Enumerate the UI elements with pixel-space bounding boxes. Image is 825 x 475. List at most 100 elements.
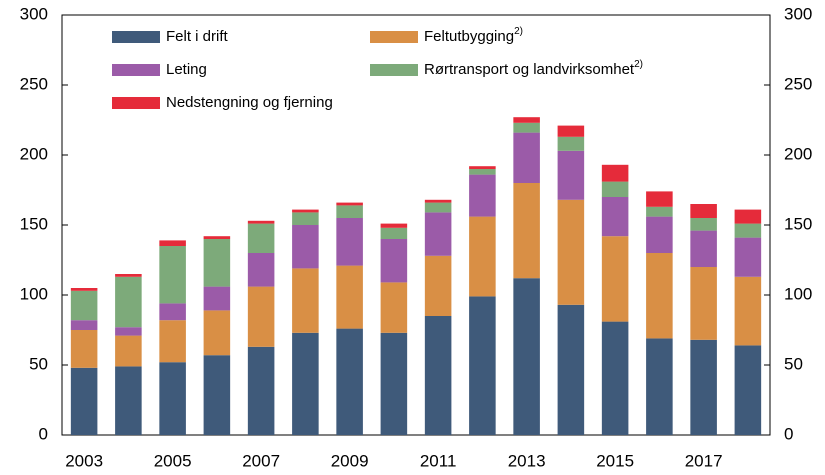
bar-segment bbox=[734, 276, 762, 346]
bar-segment bbox=[513, 183, 540, 279]
bar-segment bbox=[336, 218, 363, 266]
bar-segment bbox=[690, 339, 717, 435]
bar-segment bbox=[70, 290, 98, 321]
bar-segment bbox=[646, 191, 673, 207]
y-tick-label: 50 bbox=[29, 354, 48, 373]
bar-segment bbox=[247, 346, 275, 435]
bar-segment bbox=[336, 202, 363, 206]
legend-name: Feltutbygging bbox=[424, 28, 514, 45]
bar-segment bbox=[336, 328, 363, 435]
y2-tick-label: 250 bbox=[784, 74, 812, 93]
bar-segment bbox=[292, 268, 319, 333]
x-tick-label: 2005 bbox=[154, 451, 192, 470]
y2-tick-label: 150 bbox=[784, 214, 812, 233]
legend-swatch bbox=[112, 97, 160, 109]
bar-segment bbox=[557, 304, 585, 435]
bar-segment bbox=[247, 253, 275, 287]
legend-swatch bbox=[112, 64, 160, 76]
y-tick-label: 300 bbox=[20, 4, 48, 23]
bar-segment bbox=[469, 296, 496, 435]
bar-segment bbox=[380, 332, 408, 435]
bar-segment bbox=[70, 330, 98, 368]
y-tick-label: 200 bbox=[20, 144, 48, 163]
bar-segment bbox=[690, 267, 717, 340]
legend-note: 2) bbox=[634, 59, 643, 70]
bar-segment bbox=[247, 286, 275, 347]
bar-segment bbox=[247, 220, 275, 224]
legend-swatch bbox=[370, 31, 418, 43]
y-tick-label: 100 bbox=[20, 284, 48, 303]
y2-tick-label: 200 bbox=[784, 144, 812, 163]
bar-segment bbox=[469, 216, 496, 297]
x-tick-label: 2015 bbox=[596, 451, 634, 470]
bar-segment bbox=[159, 303, 186, 321]
bar-segment bbox=[380, 223, 408, 228]
bar-segment bbox=[424, 255, 452, 316]
bar-segment bbox=[115, 276, 142, 328]
legend-label: Feltutbygging2) bbox=[424, 26, 523, 45]
bar-segment bbox=[469, 166, 496, 169]
bar-segment bbox=[247, 223, 275, 253]
bar-segment bbox=[469, 174, 496, 217]
bar-segment bbox=[336, 265, 363, 329]
bar-segment bbox=[115, 327, 142, 336]
legend-label: Nedstengning og fjerning bbox=[166, 94, 333, 111]
bar-segment bbox=[292, 209, 319, 213]
bar-segment bbox=[159, 320, 186, 363]
x-tick-label: 2009 bbox=[331, 451, 369, 470]
bar-segment bbox=[513, 117, 540, 123]
x-tick-label: 2013 bbox=[508, 451, 546, 470]
bar-segment bbox=[115, 335, 142, 367]
bar-segment bbox=[380, 282, 408, 333]
bar-segment bbox=[557, 125, 585, 137]
bar-segment bbox=[159, 362, 186, 435]
y2-tick-label: 300 bbox=[784, 4, 812, 23]
bar-segment bbox=[203, 239, 231, 287]
bar-segment bbox=[734, 237, 762, 277]
x-tick-label: 2011 bbox=[420, 451, 457, 470]
bar-segment bbox=[690, 230, 717, 267]
bar-segment bbox=[203, 286, 231, 311]
legend-label: Felt i drift bbox=[166, 28, 229, 45]
legend-swatch bbox=[370, 64, 418, 76]
y2-tick-label: 50 bbox=[784, 354, 803, 373]
bar-segment bbox=[601, 321, 629, 435]
bar-segment bbox=[690, 218, 717, 231]
bar-segment bbox=[646, 253, 673, 339]
x-tick-label: 2003 bbox=[65, 451, 103, 470]
bar-segment bbox=[380, 239, 408, 283]
bar-segment bbox=[203, 355, 231, 435]
bar-segment bbox=[70, 367, 98, 435]
legend-name: Felt i drift bbox=[166, 28, 229, 45]
bar-segment bbox=[646, 206, 673, 217]
y2-tick-label: 0 bbox=[784, 424, 793, 443]
bar-segment bbox=[690, 204, 717, 218]
bar-segment bbox=[469, 169, 496, 175]
bar-segment bbox=[424, 316, 452, 435]
y-tick-label: 0 bbox=[39, 424, 48, 443]
legend-label: Leting bbox=[166, 61, 207, 78]
bar-segment bbox=[380, 227, 408, 239]
x-tick-label: 2007 bbox=[242, 451, 280, 470]
bar-segment bbox=[734, 209, 762, 224]
bar-segment bbox=[292, 332, 319, 435]
bar-segment bbox=[336, 205, 363, 218]
bar-segment bbox=[601, 164, 629, 182]
legend-swatch bbox=[112, 31, 160, 43]
bar-segment bbox=[513, 122, 540, 133]
bar-segment bbox=[424, 199, 452, 203]
y2-tick-label: 100 bbox=[784, 284, 812, 303]
legend-name: Leting bbox=[166, 61, 207, 78]
bar-segment bbox=[159, 240, 186, 246]
bar-segment bbox=[292, 225, 319, 269]
bar-segment bbox=[115, 274, 142, 277]
bar-segment bbox=[601, 181, 629, 197]
legend-name: Nedstengning og fjerning bbox=[166, 94, 333, 111]
bar-segment bbox=[70, 320, 98, 330]
bar-segment bbox=[513, 278, 540, 435]
bar-segment bbox=[70, 288, 98, 291]
bar-segment bbox=[601, 197, 629, 237]
bar-segment bbox=[557, 150, 585, 200]
bar-segment bbox=[557, 136, 585, 151]
